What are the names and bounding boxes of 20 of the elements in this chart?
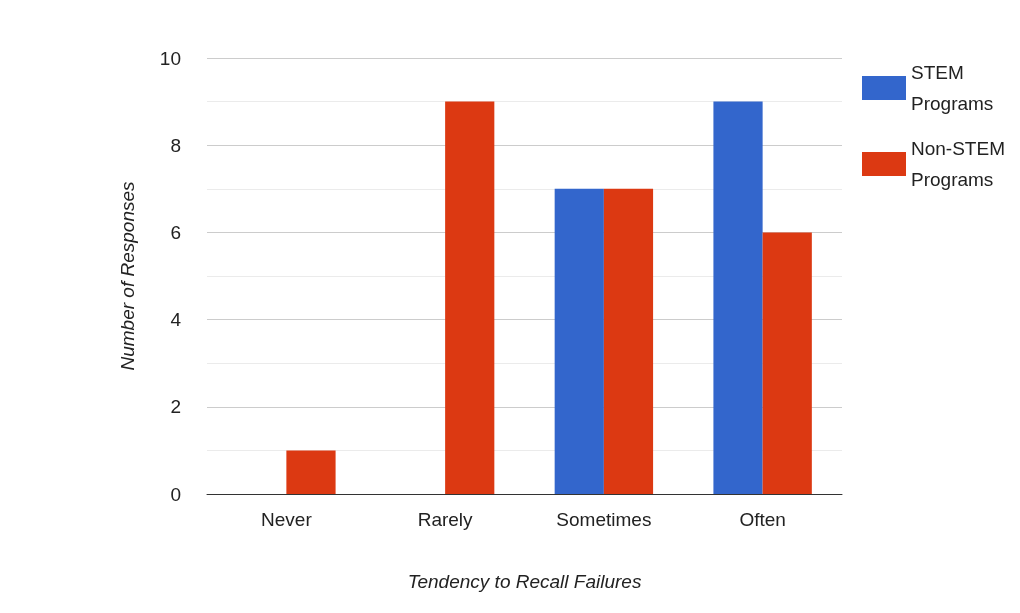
y-tick-label: 2	[170, 396, 181, 418]
bar	[713, 101, 763, 494]
y-tick-label: 8	[170, 134, 181, 156]
y-tick-label: 0	[170, 483, 181, 505]
bar	[762, 232, 812, 494]
y-tick-label: 6	[170, 221, 181, 243]
bar	[445, 101, 495, 494]
x-tick-label: Sometimes	[556, 509, 652, 530]
x-tick-label: Rarely	[417, 509, 474, 530]
legend-label: Non-STEM Programs	[911, 138, 1011, 190]
legend-label: STEM Programs	[911, 62, 994, 114]
y-axis-title: Number of Responses	[117, 180, 138, 371]
x-axis-title: Tendency to Recall Failures	[407, 571, 642, 592]
x-tick-label: Never	[261, 509, 313, 530]
y-tick-label: 4	[170, 309, 182, 331]
x-tick-label: Often	[739, 509, 786, 530]
bar	[603, 188, 654, 494]
bar	[286, 450, 336, 494]
y-tick-label: 10	[159, 47, 181, 69]
bar	[554, 188, 604, 494]
